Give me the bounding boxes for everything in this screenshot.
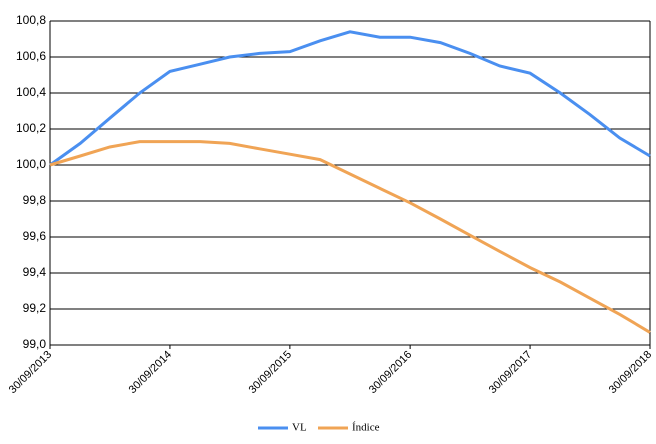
y-tick-label: 99,2 xyxy=(23,301,47,315)
y-tick-label: 100,8 xyxy=(16,13,46,27)
line-series xyxy=(49,30,651,167)
x-tick-label: 30/09/2013 xyxy=(7,349,54,396)
y-tick-label: 99,0 xyxy=(23,337,47,351)
y-tick-label: 100,2 xyxy=(16,121,46,135)
x-tick-label: 30/09/2017 xyxy=(487,349,534,396)
y-tick-label: 99,6 xyxy=(23,229,47,243)
y-tick-label: 99,4 xyxy=(23,265,47,279)
x-tick-label: 30/09/2014 xyxy=(127,349,174,396)
y-tick-label: 100,6 xyxy=(16,49,46,63)
legend-label: Índice xyxy=(352,422,380,434)
x-tick-label: 30/09/2015 xyxy=(247,349,294,396)
line-series xyxy=(49,140,651,334)
legend-label: VL xyxy=(292,422,307,434)
y-tick-label: 100,4 xyxy=(16,85,46,99)
y-tick-label: 99,8 xyxy=(23,193,47,207)
y-tick-label: 100,0 xyxy=(16,157,46,171)
x-tick-label: 30/09/2018 xyxy=(607,349,654,396)
x-tick-label: 30/09/2016 xyxy=(367,349,414,396)
